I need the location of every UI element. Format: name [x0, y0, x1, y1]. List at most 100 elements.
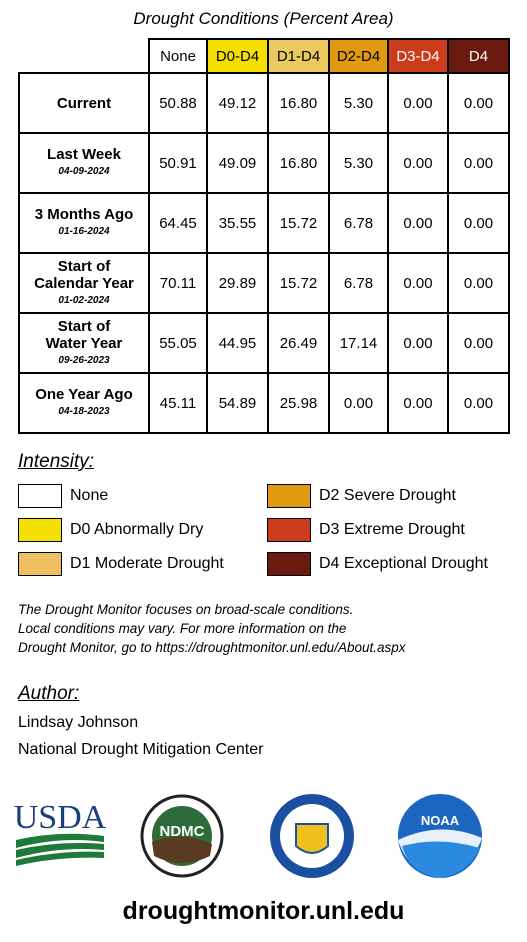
note-line: Local conditions may vary. For more info…: [18, 621, 347, 636]
row-label-line: Start of: [57, 317, 111, 335]
cell: 26.49: [267, 312, 330, 374]
cell: 35.55: [206, 192, 269, 254]
row-label-line: One Year Ago: [35, 386, 133, 403]
cell: 45.11: [148, 372, 208, 434]
row-label: Start of Water Year 09-26-2023: [18, 312, 150, 374]
legend-swatch: [18, 552, 62, 576]
row-label: Start of Calendar Year 01-02-2024: [18, 252, 150, 314]
cell: 15.72: [267, 192, 330, 254]
table-row: One Year Ago 04-18-2023 45.11 54.89 25.98 0.0…: [18, 372, 510, 434]
cell: 5.30: [328, 72, 389, 134]
cell: 5.30: [328, 132, 389, 194]
conditions-table: None D0-D4 D1-D4 D2-D4 D3-D4 D4 Current 50.88 49…: [18, 38, 510, 434]
cell: 6.78: [328, 192, 389, 254]
cell: 54.89: [206, 372, 269, 434]
row-label-line: Water Year: [45, 334, 123, 352]
cell: 0.00: [447, 72, 510, 134]
cell: 64.45: [148, 192, 208, 254]
cell: 17.14: [328, 312, 389, 374]
table-row: Current 50.88 49.12 16.80 5.30 0.00 0.00: [18, 72, 510, 134]
noaa-logo: NOAA: [398, 794, 482, 878]
row-date: 09-26-2023: [58, 354, 110, 366]
column-header: D2-D4: [328, 38, 389, 74]
cell: 49.12: [206, 72, 269, 134]
column-header: None: [148, 38, 208, 74]
table-row: Start of Calendar Year 01-02-2024 70.11 29.8…: [18, 252, 510, 314]
row-label: 3 Months Ago 01-16-2024: [18, 192, 150, 254]
blank-cell: [19, 39, 150, 74]
cell: 0.00: [387, 192, 449, 254]
ndmc-logo: NDMC: [140, 794, 224, 878]
noaa-text: NOAA: [421, 813, 460, 828]
cell: 0.00: [387, 132, 449, 194]
cell: 50.91: [148, 132, 208, 194]
legend-swatch: [267, 484, 311, 508]
cell: 0.00: [447, 252, 510, 314]
cell: 49.09: [206, 132, 269, 194]
legend-swatch: [18, 484, 62, 508]
table-row: Start of Water Year 09-26-2023 55.05 44.95 26…: [18, 312, 510, 374]
cell: 0.00: [447, 132, 510, 194]
legend-label: None: [70, 487, 109, 504]
row-date: 01-16-2024: [58, 226, 110, 237]
row-label-line: Current: [56, 94, 112, 112]
legend-label: D1 Moderate Drought: [70, 555, 224, 572]
row-date: 04-09-2024: [58, 166, 110, 177]
note-line: Drought Monitor, go to https://droughtmo…: [18, 640, 406, 655]
cell: 0.00: [447, 192, 510, 254]
cell: 0.00: [447, 372, 510, 434]
cell: 25.98: [267, 372, 330, 434]
legend-swatch: [267, 518, 311, 542]
cell: 55.05: [148, 312, 208, 374]
logos: USDA NDMC NOAA: [14, 794, 482, 878]
cell: 15.72: [267, 252, 330, 314]
row-label-line: Start of: [57, 257, 111, 275]
author-title: Author:: [18, 683, 80, 704]
column-header: D1-D4: [267, 38, 330, 74]
table-row: Last Week 04-09-2024 50.91 49.09 16.80 5.30 0.…: [18, 132, 510, 194]
legend-label: D3 Extreme Drought: [319, 521, 465, 538]
usda-logo: USDA: [14, 799, 107, 866]
row-label: One Year Ago 04-18-2023: [18, 372, 150, 434]
cell: 0.00: [387, 72, 449, 134]
cell: 0.00: [387, 372, 449, 434]
legend-swatch: [267, 552, 311, 576]
title: Drought Conditions (Percent Area): [133, 9, 394, 28]
legend-swatch: [18, 518, 62, 542]
commerce-seal: [270, 794, 354, 878]
row-label-line: Last Week: [47, 146, 121, 163]
footer-url: droughtmonitor.unl.edu: [122, 897, 405, 925]
cell: 44.95: [206, 312, 269, 374]
cell: 0.00: [387, 252, 449, 314]
legend-label: D2 Severe Drought: [319, 487, 456, 504]
cell: 0.00: [328, 372, 389, 434]
row-date: 04-18-2023: [58, 406, 110, 417]
cell: 16.80: [267, 72, 330, 134]
column-header: D3-D4: [387, 38, 449, 74]
author-name: Lindsay Johnson: [18, 714, 139, 731]
column-header: D0-D4: [206, 38, 269, 74]
cell: 50.88: [148, 72, 208, 134]
row-label-line: Calendar Year: [34, 274, 134, 292]
cell: 0.00: [387, 312, 449, 374]
note-line: The Drought Monitor focuses on broad-sca…: [18, 602, 354, 617]
table-row: 3 Months Ago 01-16-2024 64.45 35.55 15.72 6.7…: [18, 192, 510, 254]
cell: 29.89: [206, 252, 269, 314]
usda-text: USDA: [14, 799, 107, 836]
header-row: None D0-D4 D1-D4 D2-D4 D3-D4 D4: [19, 38, 510, 74]
cell: 0.00: [447, 312, 510, 374]
legend-label: D4 Exceptional Drought: [319, 555, 488, 572]
row-label: Last Week 04-09-2024: [18, 132, 150, 194]
cell: 6.78: [328, 252, 389, 314]
ndmc-text: NDMC: [160, 823, 205, 840]
cell: 70.11: [148, 252, 208, 314]
cell: 16.80: [267, 132, 330, 194]
intensity-title: Intensity:: [18, 451, 95, 472]
column-header: D4: [447, 38, 510, 74]
row-label-line: 3 Months Ago: [34, 206, 134, 223]
legend-label: D0 Abnormally Dry: [70, 521, 204, 538]
row-date: 01-02-2024: [58, 294, 110, 306]
author-org: National Drought Mitigation Center: [18, 741, 264, 758]
note: The Drought Monitor focuses on broad-sca…: [18, 600, 406, 657]
